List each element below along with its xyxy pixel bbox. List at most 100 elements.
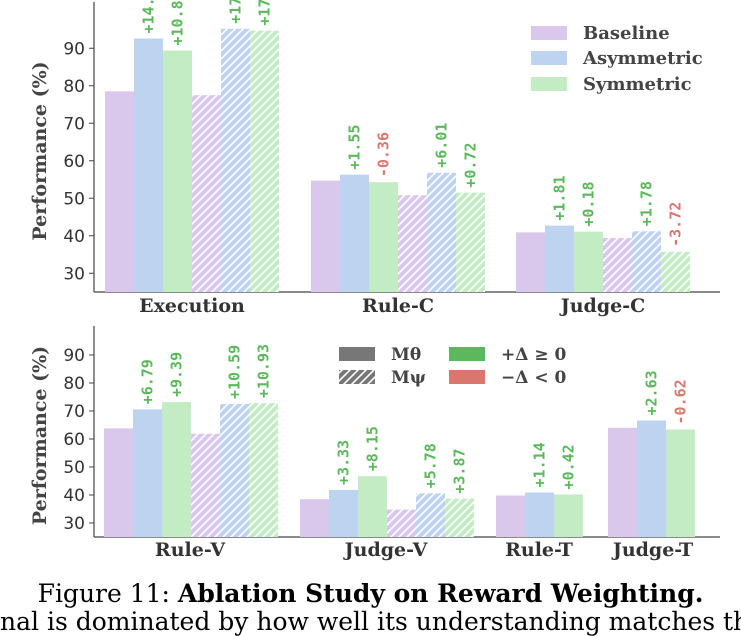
legend-swatch xyxy=(449,347,485,361)
y-tick-label: 70 xyxy=(63,402,85,422)
y-tick-label: 60 xyxy=(63,152,85,172)
caption-title: Ablation Study on Reward Weighting. xyxy=(177,579,704,608)
legend-swatch xyxy=(339,370,375,384)
bar xyxy=(516,232,545,292)
bar-data-label: +17.65 xyxy=(227,0,245,24)
bar xyxy=(456,192,485,292)
category-label: Judge-V xyxy=(343,539,429,561)
bar xyxy=(427,172,456,292)
bar xyxy=(220,404,249,537)
bar xyxy=(162,402,191,537)
caption-prefix: Figure 11: xyxy=(37,579,178,608)
bar-data-label: +9.39 xyxy=(168,352,186,397)
bar xyxy=(496,495,525,537)
bar xyxy=(632,231,661,292)
bar-data-label: +10.88 xyxy=(169,0,187,46)
bar-data-label: +1.78 xyxy=(638,181,656,226)
bar-data-label: -3.72 xyxy=(667,202,685,247)
bar-data-label: +0.18 xyxy=(580,181,598,226)
y-tick-label: 80 xyxy=(63,374,85,394)
bar-data-label: +0.42 xyxy=(560,444,578,489)
bar xyxy=(358,476,387,537)
bar-data-label: +1.81 xyxy=(551,175,569,220)
y-tick-label: 30 xyxy=(63,514,85,534)
bar xyxy=(398,195,427,292)
y-tick-label: 50 xyxy=(63,189,85,209)
bar-data-label: +3.33 xyxy=(335,440,353,485)
category-label: Judge-C xyxy=(559,295,645,317)
bar-data-label: -0.36 xyxy=(375,132,393,177)
legend-swatch xyxy=(339,347,375,361)
y-tick-label: 90 xyxy=(63,346,85,366)
category-label: Judge-T xyxy=(611,539,693,561)
bar xyxy=(133,409,162,537)
y-tick-label: 60 xyxy=(63,430,85,450)
bar-data-label: +17.19 xyxy=(256,0,274,26)
y-axis-label: Performance (%) xyxy=(29,61,51,240)
legend-entry: Symmetric xyxy=(583,74,692,95)
bar xyxy=(163,50,192,292)
y-tick-label: 50 xyxy=(63,458,85,478)
bar xyxy=(666,429,695,537)
bar-data-label: -0.62 xyxy=(672,379,690,424)
legend-entry: −Δ < 0 xyxy=(501,368,567,388)
y-tick-label: 80 xyxy=(63,77,85,97)
bar-data-label: +1.14 xyxy=(531,442,549,487)
legend-swatch xyxy=(531,77,567,91)
bar xyxy=(661,251,690,292)
category-label: Rule-V xyxy=(155,539,226,561)
bar-data-label: +10.93 xyxy=(255,344,273,398)
y-tick-label: 70 xyxy=(63,114,85,134)
category-label: Rule-C xyxy=(362,295,434,317)
legend-entry: Mψ xyxy=(391,368,426,388)
bar xyxy=(637,420,666,537)
bar-data-label: +2.63 xyxy=(643,370,661,415)
bar xyxy=(387,509,416,537)
legend-swatch xyxy=(531,51,567,65)
bar xyxy=(416,493,445,537)
bar xyxy=(608,427,637,537)
bar xyxy=(192,95,221,292)
bar xyxy=(574,231,603,292)
bar-data-label: +6.79 xyxy=(139,359,157,404)
bar xyxy=(369,182,398,292)
bar-data-label: +6.01 xyxy=(433,123,451,168)
y-axis-label: Performance (%) xyxy=(29,346,51,525)
y-tick-label: 40 xyxy=(63,486,85,506)
y-tick-label: 40 xyxy=(63,227,85,247)
bar xyxy=(545,225,574,292)
bar xyxy=(250,30,279,292)
bar-data-label: +3.87 xyxy=(451,448,469,493)
cut-off-body-text: nal is dominated by how well its underst… xyxy=(0,607,741,636)
legend-swatch xyxy=(449,370,485,384)
bar xyxy=(249,403,278,537)
bar xyxy=(300,499,329,537)
bar-data-label: +1.55 xyxy=(346,124,364,169)
figure-canvas: 30 40 50 60 70 80 90 Performance (%) +14.12 +10.8… xyxy=(29,0,720,561)
bar xyxy=(104,428,133,537)
bar xyxy=(340,174,369,292)
y-tick-label: 30 xyxy=(63,264,85,284)
bar xyxy=(603,238,632,292)
bar xyxy=(134,38,163,292)
bar-data-label: +10.59 xyxy=(226,345,244,399)
legend-entry: +Δ ≥ 0 xyxy=(501,345,567,365)
bar xyxy=(191,433,220,537)
bar-data-label: +5.78 xyxy=(422,443,440,488)
bar xyxy=(329,489,358,537)
bar-data-label: +8.15 xyxy=(364,426,382,471)
bar xyxy=(105,91,134,292)
bar xyxy=(445,498,474,537)
legend-entry: Baseline xyxy=(583,23,670,44)
legend-entry: Mθ xyxy=(391,345,421,365)
figure-caption: Figure 11: Ablation Study on Reward Weig… xyxy=(0,579,741,608)
y-tick-label: 90 xyxy=(63,39,85,59)
category-label: Execution xyxy=(139,295,245,317)
bar-data-label: +14.12 xyxy=(140,0,158,34)
category-label: Rule-T xyxy=(505,539,573,561)
bar xyxy=(554,494,583,537)
legend-entry: Asymmetric xyxy=(582,48,703,69)
bar xyxy=(221,28,250,292)
bar xyxy=(311,180,340,292)
legend-swatch xyxy=(531,26,567,40)
